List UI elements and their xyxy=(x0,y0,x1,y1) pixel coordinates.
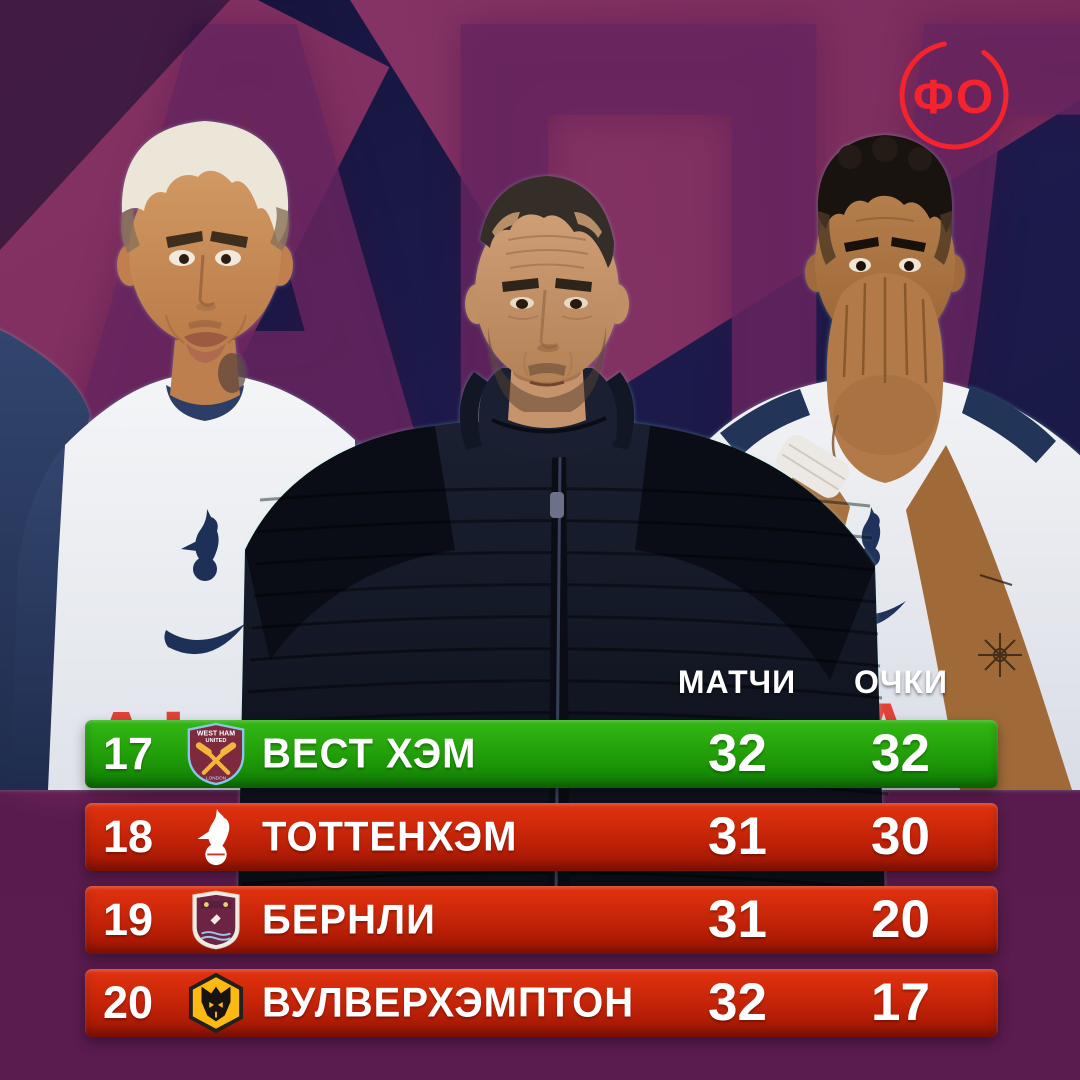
column-header-points: ОЧКИ xyxy=(854,664,948,700)
swoosh-icon xyxy=(164,623,246,655)
matches-value: 31 xyxy=(708,807,767,866)
team-name: ТОТТЕНХЭМ xyxy=(262,813,518,861)
row-position: 18 xyxy=(102,811,154,862)
svg-text:WEST HAM: WEST HAM xyxy=(197,730,235,737)
column-header-matches: МАТЧИ xyxy=(677,664,797,700)
svg-text:LONDON: LONDON xyxy=(206,775,226,780)
row-position: 20 xyxy=(102,977,154,1028)
fo-logo-ring xyxy=(899,40,1009,150)
table-row-20: 20 ВУЛВЕРХЭМПТОН 32 17 xyxy=(85,969,998,1037)
team-name: БЕРНЛИ xyxy=(262,896,436,944)
table-row-18: 18 ТОТТЕНХЭМ 31 30 xyxy=(85,803,998,871)
short-dark-hair xyxy=(480,176,614,268)
team-name: ВЕСТ ХЭМ xyxy=(262,730,477,778)
wrist-tape xyxy=(776,434,850,498)
tottenham-badge-icon xyxy=(183,805,249,869)
zipper-pull xyxy=(550,492,564,518)
points-value: 20 xyxy=(871,890,930,949)
row-position: 17 xyxy=(102,728,154,779)
forearm-tattoos xyxy=(978,574,1022,677)
neck-tattoo xyxy=(218,353,246,393)
wolves-badge-icon xyxy=(183,971,249,1035)
points-value: 30 xyxy=(871,807,930,866)
burnley-badge-icon xyxy=(183,888,249,952)
stubble-beard xyxy=(488,326,606,412)
spurs-crest-icon xyxy=(181,509,219,581)
row-position: 19 xyxy=(102,894,154,945)
matches-value: 31 xyxy=(708,890,767,949)
matches-value: 32 xyxy=(708,724,767,783)
team-name: ВУЛВЕРХЭМПТОН xyxy=(262,979,635,1027)
svg-text:UNITED: UNITED xyxy=(206,738,227,744)
fo-logo-text: ФО xyxy=(913,71,995,124)
table-row-17: 17 WEST HAM UNITED LONDON ВЕСТ ХЭМ 32 32 xyxy=(85,720,998,788)
points-value: 32 xyxy=(871,724,930,783)
west-ham-badge-icon: WEST HAM UNITED LONDON xyxy=(183,722,249,786)
points-value: 17 xyxy=(871,973,930,1032)
fo-logo: ФО xyxy=(899,40,1009,150)
matches-value: 32 xyxy=(708,973,767,1032)
table-row-19: 19 БЕРНЛИ 31 20 xyxy=(85,886,998,954)
platinum-hair xyxy=(121,121,289,243)
